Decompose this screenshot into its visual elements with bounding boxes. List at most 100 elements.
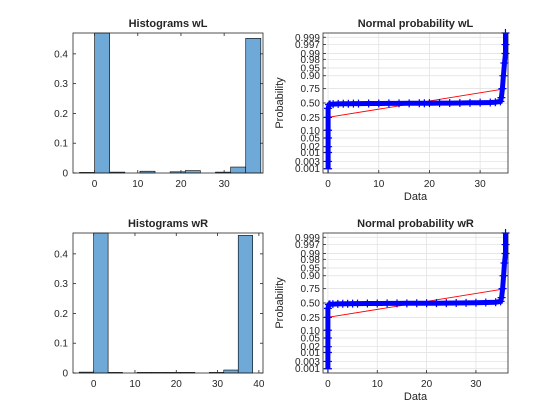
y-tick-label: 0.001: [295, 364, 320, 375]
data-point: [402, 299, 411, 308]
y-tick-label: 0.2: [54, 309, 68, 320]
y-tick-label: 0.75: [301, 84, 321, 95]
data-point: [499, 271, 508, 280]
data-point: [476, 98, 485, 107]
y-tick-label: 0.3: [54, 79, 68, 90]
chart-title: Histograms wR: [128, 218, 208, 230]
data-point: [455, 99, 464, 107]
y-tick-label: 0.1: [54, 339, 68, 350]
data-point: [498, 284, 507, 293]
y-tick-label: 0.4: [54, 49, 68, 60]
y-tick-label: 0.05: [301, 133, 321, 144]
y-tick-label: 0.3: [54, 279, 68, 290]
y-tick-label: 0.003: [295, 157, 320, 168]
x-axis-label: Data: [404, 391, 428, 403]
x-tick-label: 20: [421, 379, 433, 390]
x-tick-label: 30: [475, 179, 487, 190]
y-tick-label: 0.50: [301, 299, 321, 310]
y-tick-label: 0.01: [301, 348, 321, 359]
x-tick-label: 30: [470, 379, 482, 390]
data-point: [363, 299, 372, 308]
y-tick-label: 0.95: [301, 64, 321, 75]
histogram-bar: [245, 38, 262, 174]
data-point: [462, 298, 471, 307]
histogram-bar: [230, 166, 247, 174]
y-tick-label: 0.4: [54, 249, 68, 260]
data-point: [435, 99, 444, 108]
data-point: [491, 298, 500, 307]
x-tick-label: 30: [212, 379, 224, 390]
y-tick-label: 0.997: [295, 40, 320, 51]
data-point: [496, 97, 505, 106]
y-tick-label: 0.75: [301, 284, 321, 295]
chart-title: Normal probability wL: [358, 18, 474, 30]
y-tick-label: 0.02: [301, 142, 321, 153]
x-tick-label: 0: [92, 179, 98, 190]
y-tick-label: 0.001: [295, 164, 320, 175]
y-tick-label: 0.95: [301, 264, 321, 275]
y-tick-label: 0.999: [295, 233, 320, 244]
data-point: [425, 99, 434, 108]
y-axis-label: Probability: [274, 77, 286, 129]
data-point: [497, 293, 506, 302]
data-point: [353, 299, 362, 308]
data-point: [393, 299, 401, 308]
x-tick-label: 20: [175, 179, 187, 190]
y-tick-label: 0.98: [301, 55, 321, 66]
y-tick-label: 0.02: [301, 342, 321, 353]
data-point: [500, 58, 509, 67]
y-tick-label: 0.10: [301, 126, 321, 137]
data-point: [405, 99, 414, 108]
data-point: [481, 298, 490, 307]
data-point: [452, 299, 461, 307]
data-point: [323, 304, 332, 313]
data-point: [491, 98, 500, 107]
data-point: [471, 298, 480, 307]
x-tick-label: 20: [171, 379, 183, 390]
y-tick-label: 0.90: [301, 71, 321, 82]
y-tick-label: 0.98: [301, 255, 321, 266]
data-point: [384, 99, 393, 108]
data-point: [412, 299, 421, 308]
data-point: [496, 297, 505, 306]
histogram-bar: [223, 369, 239, 374]
axes-box: [72, 232, 264, 374]
data-point: [442, 299, 451, 308]
data-point: [395, 99, 404, 108]
histogram-axes-1: 0 10 20 30 0 0.1 0.2 0.3 0.4 Histograms wL: [54, 18, 264, 190]
x-tick-label: 0: [91, 379, 97, 390]
x-tick-label: 40: [253, 379, 265, 390]
histogram-axes-3: 0 10 20 30 40 0 0.1 0.2 0.3 0.4 Histograms wR: [54, 218, 265, 390]
y-tick-label: 0.05: [301, 333, 321, 344]
x-tick-label: 10: [373, 179, 385, 190]
y-tick-label: 0.25: [301, 313, 321, 324]
histogram-bar: [237, 235, 253, 374]
y-tick-label: 0.01: [301, 148, 321, 159]
data-point: [364, 99, 373, 108]
chart-title: Normal probability wR: [357, 218, 474, 230]
data-point: [432, 299, 441, 308]
data-point: [374, 99, 383, 108]
data-point: [373, 299, 382, 308]
data-point: [354, 99, 363, 108]
data-point: [465, 98, 474, 107]
data-point: [383, 299, 392, 308]
x-tick-label: 30: [219, 179, 231, 190]
y-tick-label: 0.003: [295, 357, 320, 368]
x-tick-label: 20: [424, 179, 436, 190]
x-tick-label: 0: [325, 379, 331, 390]
data-point: [500, 258, 509, 267]
y-tick-label: 0.1: [54, 139, 68, 150]
x-axis-label: Data: [404, 191, 428, 203]
data-point: [422, 299, 431, 308]
y-tick-label: 0.2: [54, 109, 68, 120]
x-tick-label: 10: [372, 379, 384, 390]
chart-title: Histograms wL: [129, 18, 208, 30]
histogram-bar: [93, 232, 109, 374]
data-point: [445, 99, 454, 108]
x-tick-label: 0: [325, 179, 331, 190]
y-tick-label: 0.90: [301, 271, 321, 282]
y-tick-label: 0.50: [301, 99, 321, 110]
